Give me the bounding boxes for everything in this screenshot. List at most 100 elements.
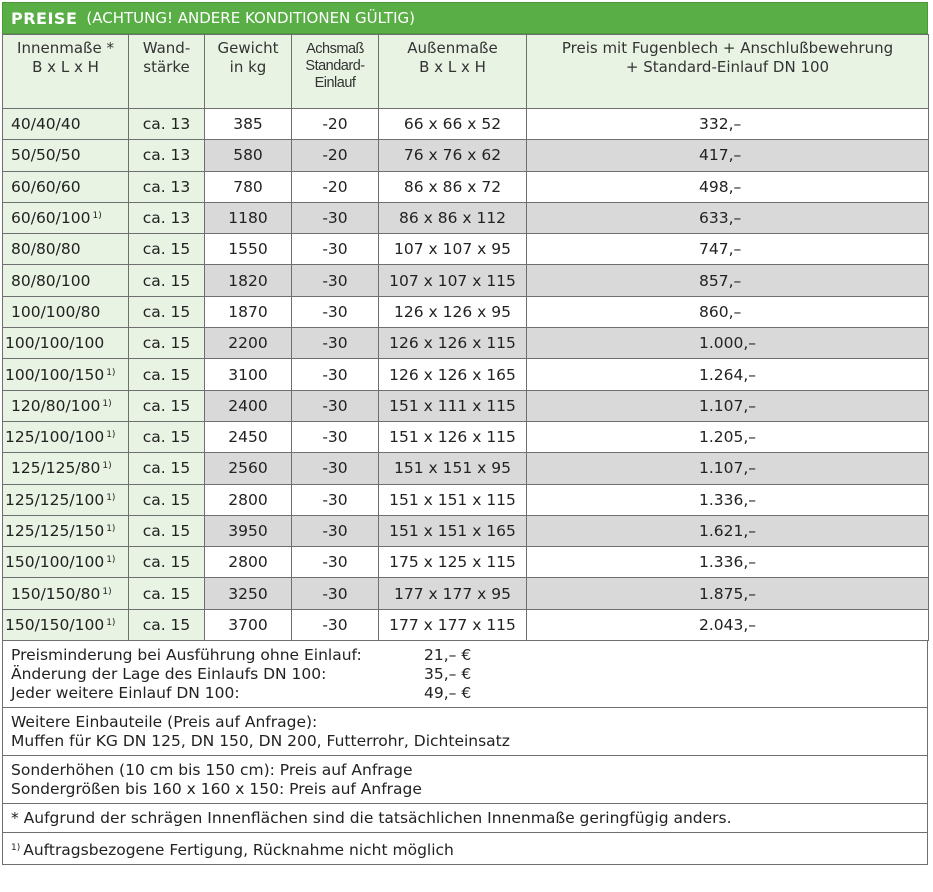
cell-outer-dims-text: 175 x 125 x 115	[389, 553, 516, 572]
cell-wall: ca. 15	[128, 233, 205, 266]
cell-weight-text: 1820	[228, 271, 268, 290]
cell-inner-dims-text: 125/125/150	[5, 522, 105, 540]
surcharge-label: Preisminderung bei Ausführung ohne Einla…	[11, 646, 362, 665]
header-wall-line: Wand-	[142, 39, 191, 57]
title-sub: (ACHTUNG! ANDERE KONDITIONEN GÜLTIG)	[86, 9, 415, 27]
header-wall: Wand-stärke	[128, 34, 205, 109]
footnote-1-text: Auftragsbezogene Fertigung, Rücknahme ni…	[23, 841, 454, 860]
surcharge-row: Änderung der Lage des Einlaufs DN 100: 35…	[11, 665, 919, 684]
cell-outer-dims-text: 151 x 151 x 115	[389, 490, 516, 509]
cell-inner-dims: 60/60/100 1)	[2, 201, 129, 235]
cell-axis-text: -30	[322, 209, 348, 228]
surcharge-value: 21,– €	[424, 646, 472, 665]
cell-inner-dims-text: 120/80/100	[11, 396, 101, 415]
cell-inner-dims: 100/100/80	[2, 295, 129, 329]
header-axis-line: Standard-	[305, 58, 365, 74]
cell-inner-dims-text: 60/60/60	[11, 177, 81, 196]
table-row: 100/100/80 ca. 15 1870 -30 126 x 126 x 95 860…	[2, 295, 929, 329]
footnote-ref: 1)	[92, 211, 102, 222]
special-note: Sonderhöhen (10 cm bis 150 cm): Preis au…	[3, 756, 927, 805]
cell-weight-text: 3250	[228, 584, 268, 603]
cell-inner-dims-text: 125/100/100	[5, 428, 105, 447]
cell-wall: ca. 15	[128, 327, 205, 360]
cell-price-text: 1.107,–	[699, 396, 757, 415]
cell-inner-dims-text: 100/100/100	[5, 334, 105, 353]
cell-axis: -20	[291, 107, 379, 141]
cell-weight: 3950	[204, 514, 292, 548]
cell-wall: ca. 13	[128, 139, 205, 172]
cell-weight-text: 2560	[228, 459, 268, 478]
cell-wall-text: ca. 15	[142, 271, 191, 290]
special-line-1: Sonderhöhen (10 cm bis 150 cm): Preis au…	[11, 761, 413, 780]
table-row: 60/60/60 ca. 13 780 -20 86 x 86 x 72 498,–	[2, 170, 929, 203]
cell-outer-dims: 107 x 107 x 95	[378, 233, 527, 266]
header-weight-line: Gewicht	[217, 39, 279, 57]
cell-outer-dims-text: 86 x 86 x 112	[398, 209, 507, 228]
cell-axis-text: -20	[322, 177, 348, 196]
cell-wall-text: ca. 15	[142, 584, 191, 603]
cell-axis: -30	[291, 201, 379, 235]
cell-wall-text: ca. 13	[142, 209, 191, 228]
cell-outer-dims: 126 x 126 x 165	[378, 358, 527, 391]
cell-price: 1.205,–	[526, 420, 929, 454]
cell-weight-text: 2800	[228, 553, 268, 572]
cell-price: 2.043,–	[526, 608, 929, 642]
cell-price-text: 1.264,–	[699, 365, 757, 384]
cell-inner-dims: 150/100/100 1)	[2, 546, 129, 579]
cell-weight: 2560	[204, 452, 292, 485]
cell-inner-dims: 60/60/60	[2, 170, 129, 203]
cell-outer-dims: 177 x 177 x 95	[378, 577, 527, 610]
header-weight: Gewicht in kg	[204, 34, 292, 109]
footnote-ref: 1)	[106, 430, 116, 441]
cell-weight: 3700	[204, 608, 292, 642]
cell-weight-text: 580	[233, 146, 263, 165]
cell-axis: -30	[291, 264, 379, 297]
cell-wall: ca. 13	[128, 107, 205, 141]
cell-price-text: 1.107,–	[699, 459, 757, 478]
cell-outer-dims: 76 x 76 x 62	[378, 139, 527, 172]
cell-wall-text: ca. 15	[142, 522, 191, 540]
cell-axis: -30	[291, 608, 379, 642]
cell-wall-text: ca. 15	[142, 428, 191, 447]
cell-axis-text: -30	[322, 334, 348, 353]
table-row: 100/100/100 ca. 15 2200 -30 126 x 126 x 115 1…	[2, 327, 929, 360]
cell-price: 1.000,–	[526, 327, 929, 360]
cell-wall-text: ca. 15	[142, 240, 191, 259]
cell-weight-text: 780	[233, 177, 263, 196]
cell-inner-dims: 125/100/100 1)	[2, 420, 129, 454]
extras-line-2: Muffen für KG DN 125, DN 150, DN 200, Fu…	[11, 732, 510, 751]
table-row: 150/150/80 1) ca. 15 3250 -30 177 x 177 x 95 1…	[2, 577, 929, 610]
cell-axis-text: -30	[322, 396, 348, 415]
header-outer-dims-line: B x L x H	[419, 58, 486, 76]
header-axis-line: Einlauf	[314, 75, 356, 91]
cell-price-text: 857,–	[699, 271, 742, 290]
cell-price: 747,–	[526, 233, 929, 266]
cell-price-text: 633,–	[699, 209, 742, 228]
cell-price: 1.107,–	[526, 389, 929, 422]
cell-price: 1.336,–	[526, 546, 929, 579]
cell-wall-text: ca. 15	[142, 615, 191, 634]
cell-inner-dims: 125/125/100 1)	[2, 483, 129, 516]
cell-price: 1.264,–	[526, 358, 929, 391]
cell-weight-text: 2400	[228, 396, 268, 415]
special-line-2: Sondergrößen bis 160 x 160 x 150: Preis …	[11, 780, 422, 799]
footnote-mark: 1)	[11, 843, 21, 854]
cell-wall: ca. 15	[128, 358, 205, 391]
cell-axis-text: -20	[322, 115, 348, 134]
cell-weight: 1820	[204, 264, 292, 297]
title-bar: PREISE (ACHTUNG! ANDERE KONDITIONEN GÜLT…	[2, 2, 928, 34]
cell-axis: -30	[291, 233, 379, 266]
cell-price-text: 1.875,–	[699, 584, 757, 603]
cell-weight-text: 1870	[228, 302, 268, 321]
cell-axis: -30	[291, 358, 379, 391]
cell-axis: -30	[291, 389, 379, 422]
cell-wall: ca. 15	[128, 514, 205, 548]
extras-note: Weitere Einbauteile (Preis auf Anfrage):…	[3, 708, 927, 757]
cell-inner-dims: 80/80/80	[2, 233, 129, 266]
cell-weight: 2400	[204, 389, 292, 422]
cell-axis-text: -30	[322, 522, 348, 540]
cell-inner-dims-text: 80/80/80	[11, 240, 81, 259]
cell-price: 332,–	[526, 107, 929, 141]
cell-wall-text: ca. 15	[142, 396, 191, 415]
cell-inner-dims-text: 40/40/40	[11, 115, 81, 134]
